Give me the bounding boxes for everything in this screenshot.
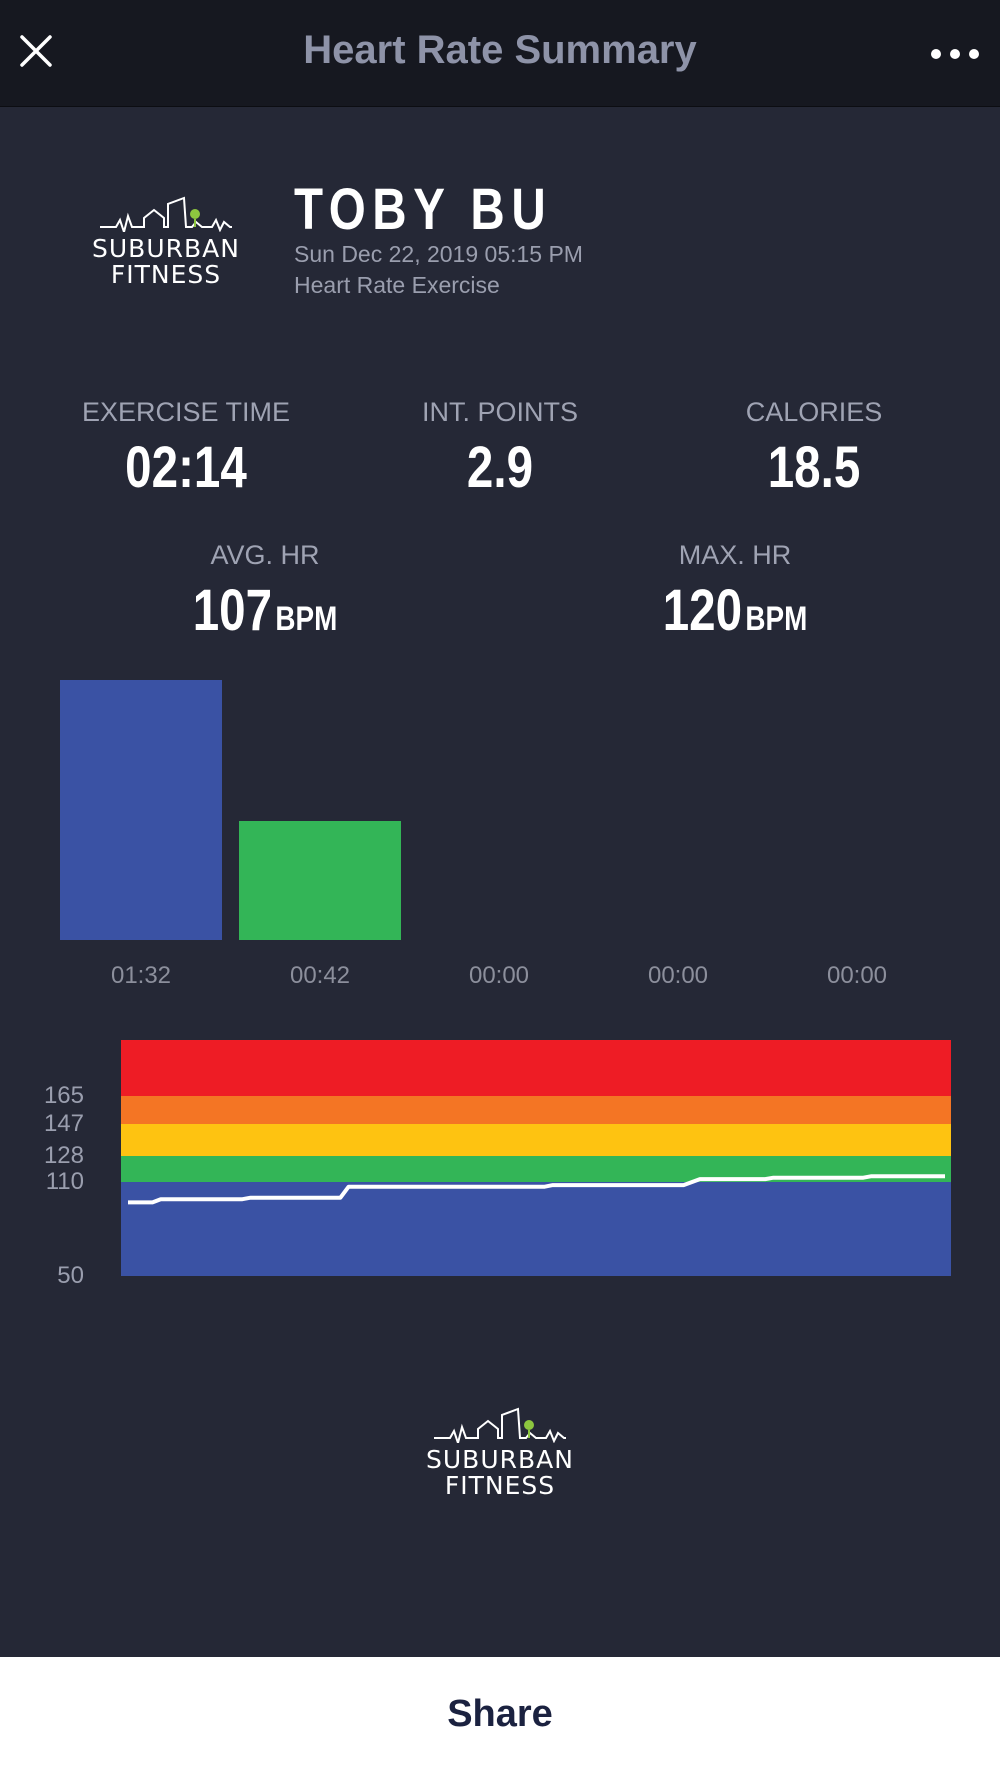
stat-value: 02:14 xyxy=(125,435,247,500)
zone-bar-2 xyxy=(239,821,401,940)
stat-value: 18.5 xyxy=(767,435,861,500)
zone-time-bar-chart: 01:32 00:42 00:00 00:00 00:00 xyxy=(0,660,1000,1000)
share-button[interactable]: Share xyxy=(447,1693,553,1735)
logo-word-2: FITNESS xyxy=(110,260,222,289)
zone-bar-1 xyxy=(60,680,222,940)
hr-zone-band-4 xyxy=(121,1096,951,1124)
workout-date: Sun Dec 22, 2019 05:15 PM xyxy=(294,241,583,267)
hr-zone-band-1 xyxy=(121,1182,951,1276)
skyline-heartbeat-icon xyxy=(100,196,232,232)
footer-gym-logo: SUBURBAN FITNESS xyxy=(424,1403,576,1499)
zone-bar-label: 00:00 xyxy=(826,962,888,989)
stat-label: INT. POINTS xyxy=(421,397,578,427)
stat-label: CALORIES xyxy=(745,397,883,427)
logo-word-2: FITNESS xyxy=(444,1471,556,1500)
page-title: Heart Rate Summary xyxy=(303,28,697,72)
hr-zone-band-3 xyxy=(121,1124,951,1156)
hr-zone-band-5 xyxy=(121,1040,951,1096)
stat-max-hr: MAX. HR 120BPM xyxy=(610,540,860,644)
y-tick-label: 50 xyxy=(57,1262,84,1289)
stat-unit: BPM xyxy=(275,600,338,638)
share-bar: Share xyxy=(0,1657,1000,1778)
exercise-type: Heart Rate Exercise xyxy=(294,272,500,298)
stat-value-row: 120BPM xyxy=(633,577,838,644)
y-tick-label: 110 xyxy=(45,1168,84,1195)
y-tick-label: 165 xyxy=(43,1082,84,1109)
stat-int-points: INT. POINTS 2.9 xyxy=(374,397,626,501)
zone-bar-label: 00:00 xyxy=(468,962,530,989)
stat-unit: BPM xyxy=(745,600,808,638)
top-bar: Heart Rate Summary xyxy=(0,0,1000,107)
heart-rate-line xyxy=(128,1174,945,1205)
user-name: TOBY BU xyxy=(294,177,553,242)
close-icon[interactable] xyxy=(14,29,58,73)
stat-label: AVG. HR xyxy=(210,540,320,570)
stat-label: EXERCISE TIME xyxy=(81,397,291,427)
stat-value: 120 xyxy=(662,578,743,643)
stat-value: 2.9 xyxy=(466,435,534,500)
stat-label: MAX. HR xyxy=(678,540,792,570)
zone-chart-svg xyxy=(121,1040,951,1276)
logo-word-1: SUBURBAN xyxy=(92,234,240,263)
zone-bar-label: 00:00 xyxy=(647,962,709,989)
zone-bar-label: 01:32 xyxy=(110,962,172,989)
skyline-heartbeat-icon xyxy=(434,1407,566,1443)
stat-value-row: 107BPM xyxy=(163,577,368,644)
zone-bar-label: 00:42 xyxy=(289,962,351,989)
stat-calories: CALORIES 18.5 xyxy=(688,397,940,501)
stat-exercise-time: EXERCISE TIME 02:14 xyxy=(60,397,312,501)
stat-avg-hr: AVG. HR 107BPM xyxy=(140,540,390,644)
y-tick-label: 147 xyxy=(43,1110,84,1137)
logo-word-1: SUBURBAN xyxy=(426,1445,574,1474)
more-options-icon[interactable] xyxy=(930,44,980,64)
gym-logo: SUBURBAN FITNESS xyxy=(90,192,242,288)
y-tick-label: 128 xyxy=(43,1142,84,1169)
heart-rate-zone-chart xyxy=(0,1030,1000,1310)
stat-value: 107 xyxy=(192,578,273,643)
